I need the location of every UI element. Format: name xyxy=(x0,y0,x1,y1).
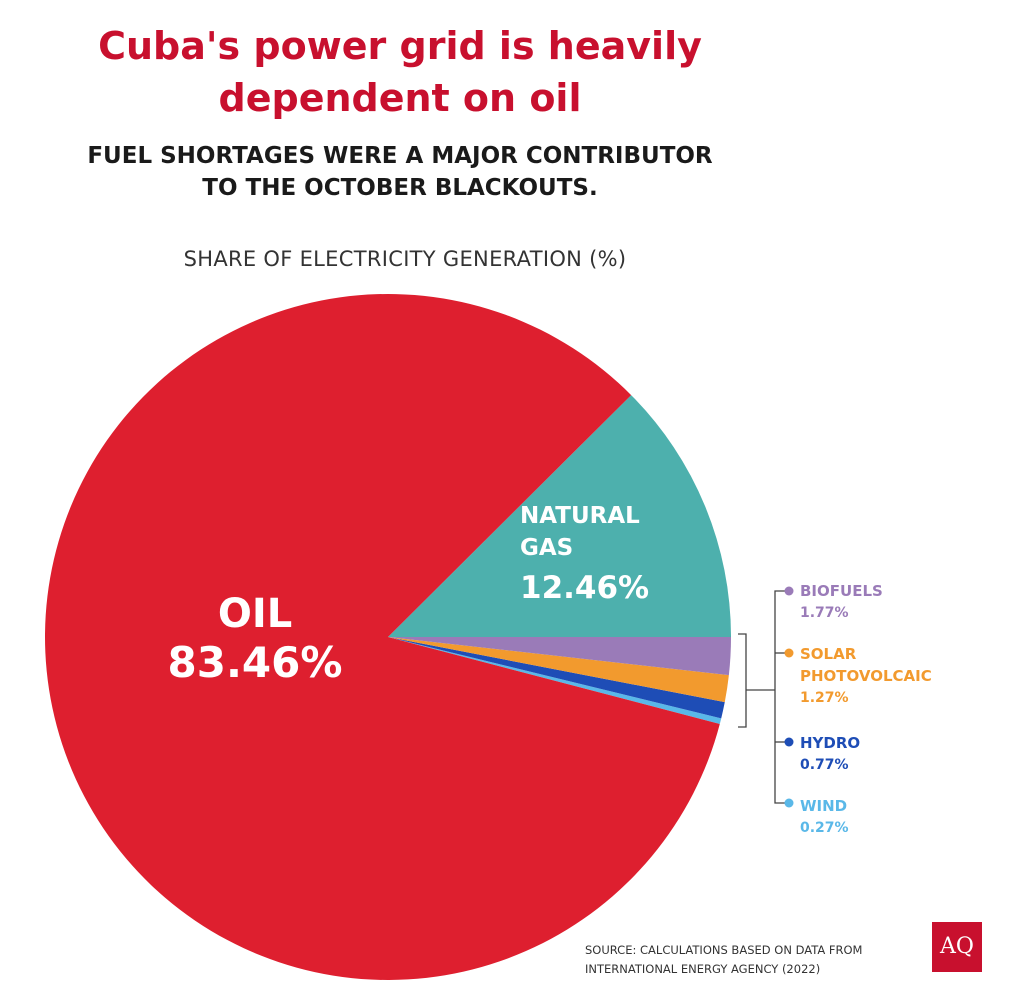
hydro-name: HYDRO xyxy=(800,734,861,752)
aq-logo: AQ xyxy=(932,922,982,972)
pie-slice-wind xyxy=(388,637,722,724)
hydro-value: 0.77% xyxy=(800,757,849,773)
legend-trunk xyxy=(774,590,787,804)
pie-slice-hydro xyxy=(388,637,725,719)
legend-dot-biofuels xyxy=(784,586,794,596)
natural-gas-name: NATURAL GAS xyxy=(520,503,640,561)
legend-dot-hydro xyxy=(784,737,794,747)
solar-name: SOLAR PHOTOVOLCAIC xyxy=(800,645,932,685)
page-title: Cuba's power grid is heavily dependent o… xyxy=(98,24,702,120)
biofuels-name: BIOFUELS xyxy=(800,582,883,600)
chart-title: SHARE OF ELECTRICITY GENERATION (%) xyxy=(183,247,627,271)
legend-hydro: HYDRO 0.77% xyxy=(800,732,860,776)
page-subtitle: FUEL SHORTAGES WERE A MAJOR CONTRIBUTOR … xyxy=(87,143,713,201)
legend-dot-solar xyxy=(784,648,794,658)
legend-solar: SOLAR PHOTOVOLCAIC 1.27% xyxy=(800,643,932,709)
solar-value: 1.27% xyxy=(800,690,849,706)
natural-gas-value: 12.46% xyxy=(520,570,650,606)
pie-slice-solar xyxy=(388,637,729,703)
natural-gas-slice-label: NATURAL GAS 12.46% xyxy=(520,500,700,608)
oil-slice-label: OIL 83.46% xyxy=(120,590,390,688)
legend-biofuels: BIOFUELS 1.77% xyxy=(800,580,883,624)
wind-name: WIND xyxy=(800,797,848,815)
legend-dot-wind xyxy=(784,798,794,808)
wind-value: 0.27% xyxy=(800,820,849,836)
pie-slice-biofuels xyxy=(388,637,731,676)
oil-name: OIL xyxy=(217,591,293,637)
pie-slice-natural xyxy=(388,395,731,637)
biofuels-value: 1.77% xyxy=(800,605,849,621)
pie-slice-oil xyxy=(44,293,720,980)
small-slices-bracket xyxy=(738,633,747,728)
source-note: SOURCE: CALCULATIONS BASED ON DATA FROM … xyxy=(585,943,863,976)
legend-wind: WIND 0.27% xyxy=(800,795,849,839)
oil-value: 83.46% xyxy=(167,638,343,687)
